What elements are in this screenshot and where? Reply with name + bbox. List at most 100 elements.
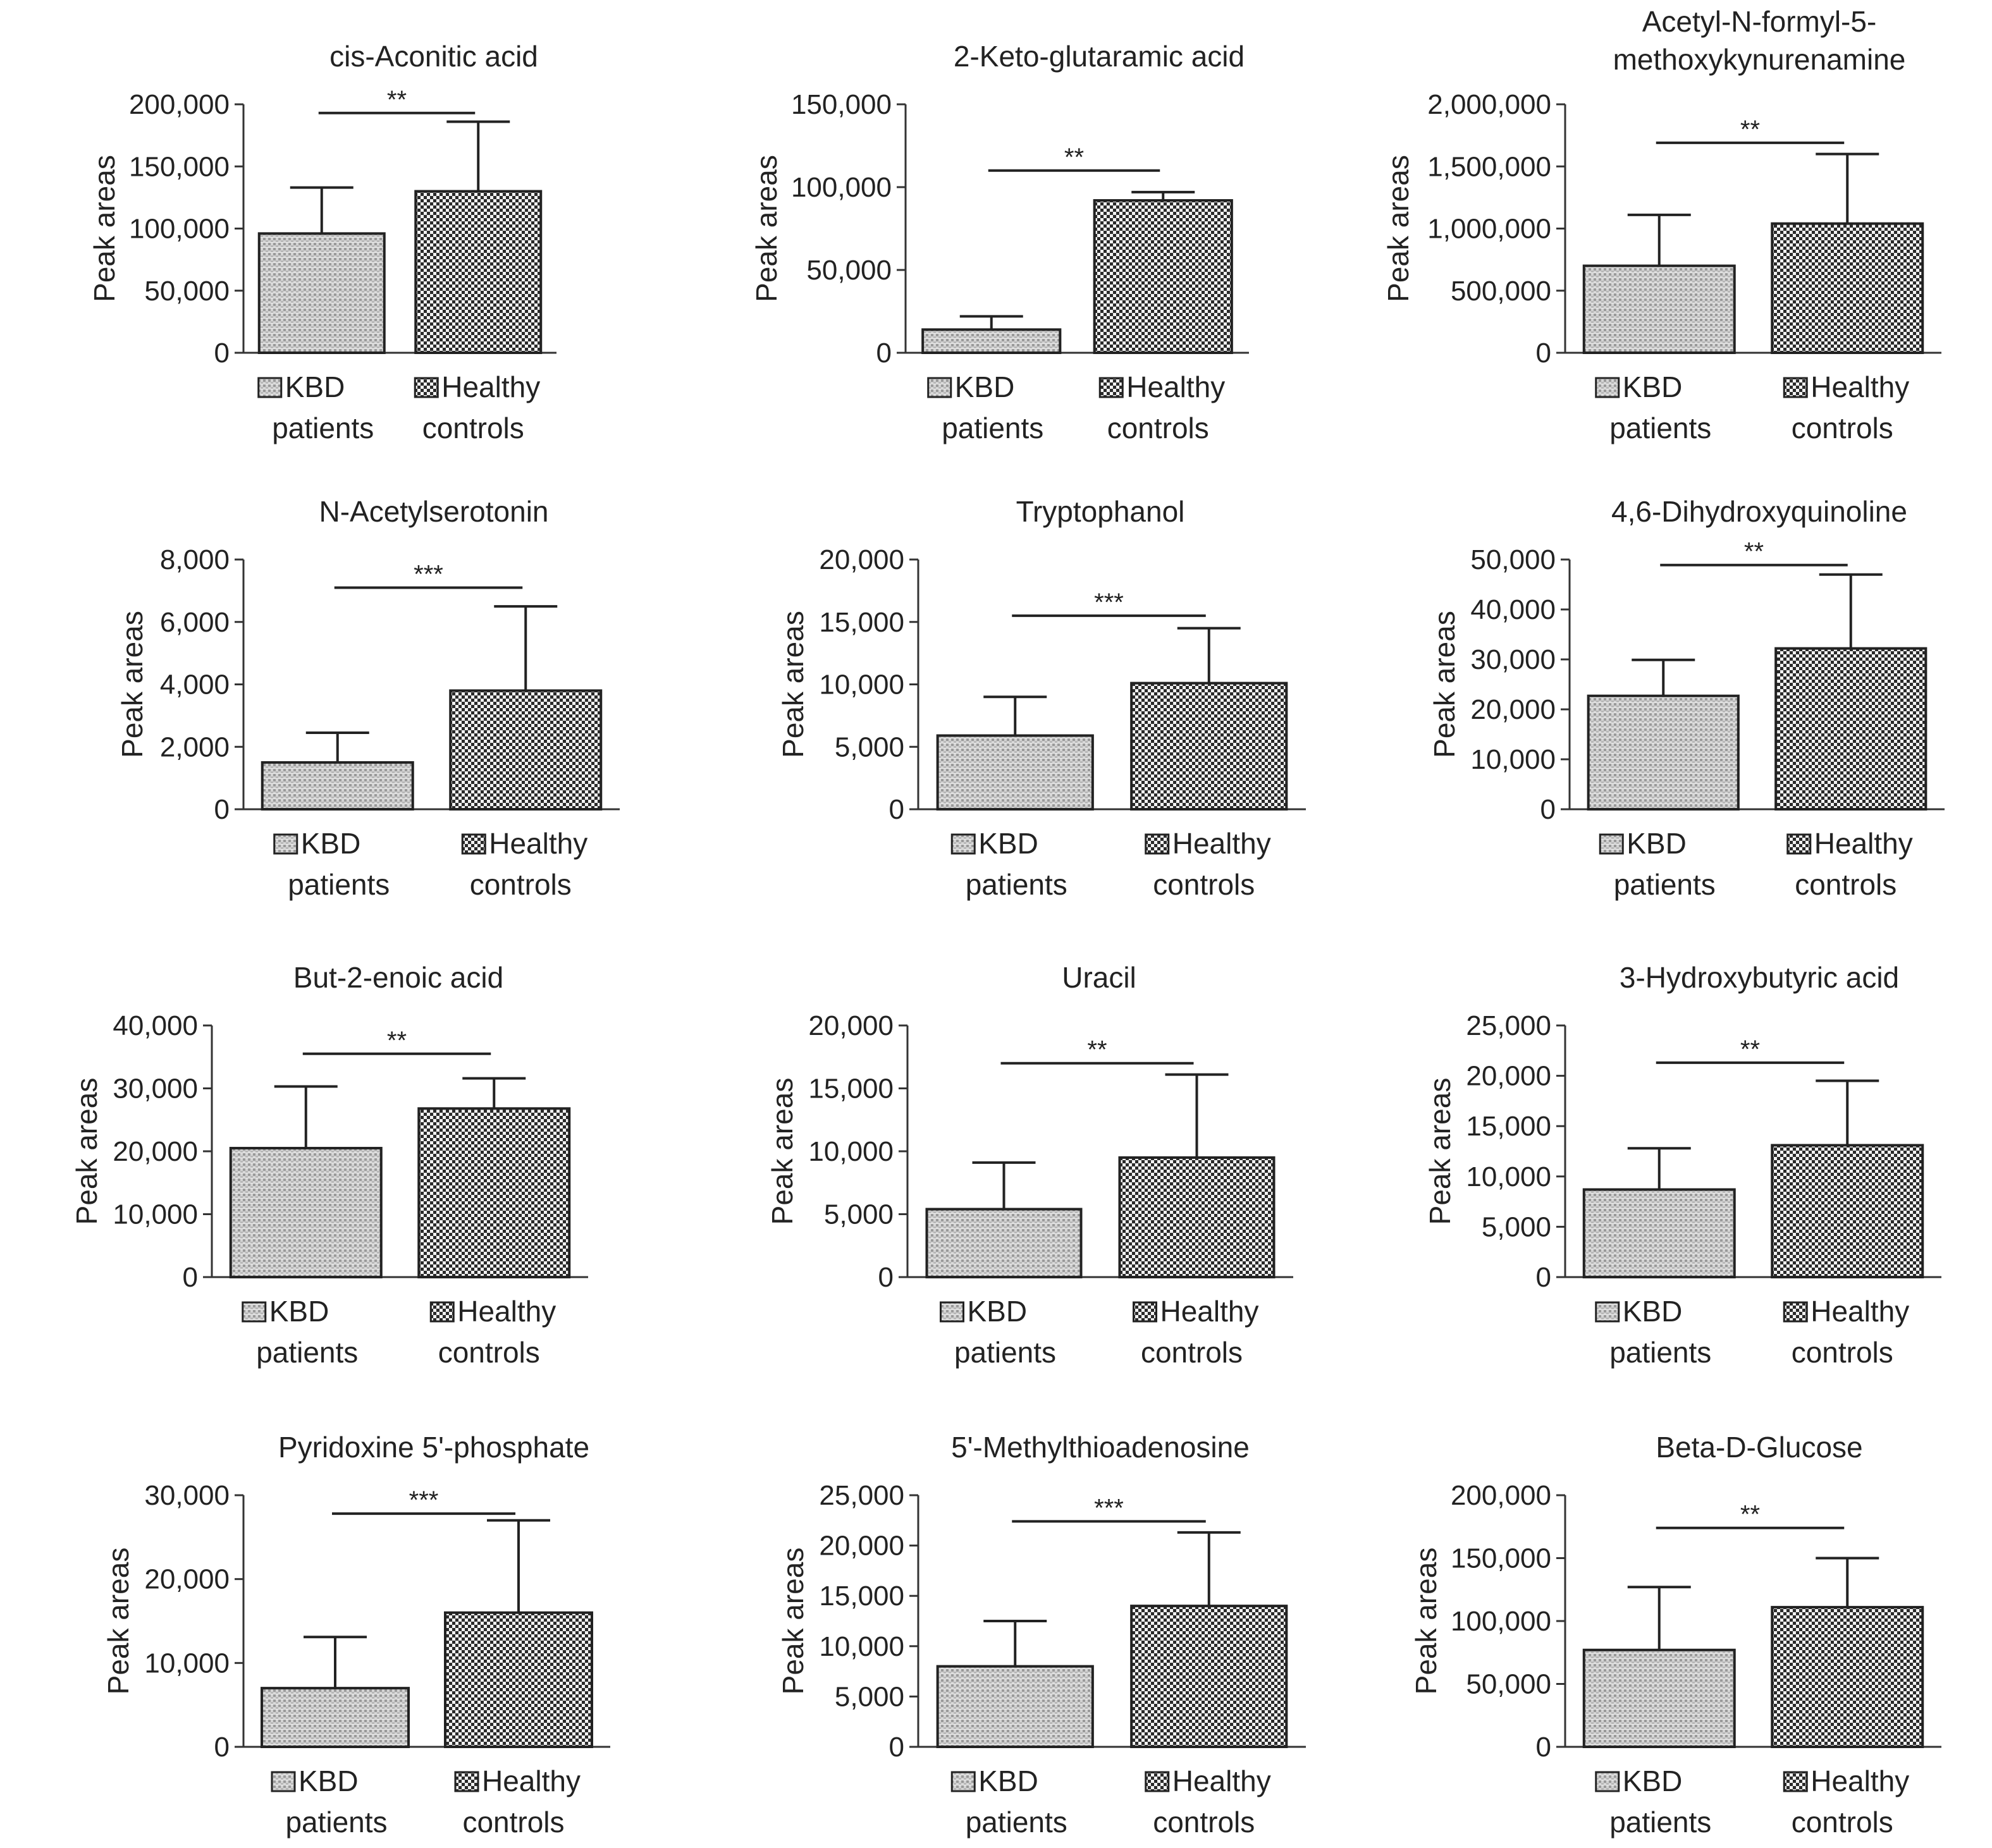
y-tick-label: 0 bbox=[1536, 1262, 1551, 1293]
chart-panel-3: Acetyl-N-formyl-5- methoxykynurenamine 0 50… bbox=[1382, 5, 1941, 444]
legend-swatch-kbd bbox=[273, 833, 298, 855]
bar-healthy-controls bbox=[1093, 199, 1233, 354]
y-tick-label: 0 bbox=[1540, 794, 1556, 825]
legend-label: controls bbox=[1153, 868, 1255, 901]
chart-title: Tryptophanol bbox=[1016, 495, 1185, 528]
y-tick-label: 10,000 bbox=[113, 1199, 198, 1230]
y-tick-label: 20,000 bbox=[1470, 694, 1556, 725]
legend-label: patients bbox=[1614, 868, 1716, 901]
legend-label: KBD bbox=[301, 827, 361, 860]
legend-label: controls bbox=[470, 868, 572, 901]
legend-label: controls bbox=[1792, 1806, 1893, 1839]
legend-label: controls bbox=[1792, 1336, 1893, 1369]
legend-label: KBD bbox=[1623, 370, 1683, 403]
legend-label: patients bbox=[288, 868, 390, 901]
y-tick-label: 5,000 bbox=[824, 1199, 894, 1230]
legend-swatch-kbd bbox=[940, 1301, 964, 1323]
legend-swatch-healthy bbox=[1145, 833, 1170, 855]
legend-label: KBD bbox=[1623, 1295, 1683, 1328]
y-tick-label: 25,000 bbox=[1466, 1010, 1551, 1041]
y-tick-label: 40,000 bbox=[1470, 594, 1556, 625]
chart-title: Uracil bbox=[1062, 961, 1136, 994]
legend-label: Healthy bbox=[489, 827, 587, 860]
legend-label: Healthy bbox=[1814, 827, 1913, 860]
legend-swatch-healthy bbox=[1133, 1301, 1157, 1323]
y-tick-label: 0 bbox=[876, 338, 892, 369]
y-tick-label: 0 bbox=[889, 1732, 904, 1763]
legend-swatch-healthy bbox=[454, 1771, 479, 1792]
significance-marker: *** bbox=[1094, 589, 1124, 616]
bar-kbd-patients bbox=[257, 232, 386, 354]
chart-panel-6: 4,6-Dihydroxyquinoline 0 10,000 20,000 30,00… bbox=[1428, 495, 1945, 901]
legend-label: controls bbox=[1141, 1336, 1243, 1369]
chart-title: Pyridoxine 5'-phosphate bbox=[278, 1431, 589, 1464]
significance-marker: *** bbox=[409, 1486, 439, 1514]
legend-label: patients bbox=[1609, 1806, 1711, 1839]
legend-swatch-kbd bbox=[1599, 833, 1624, 855]
y-tick-label: 0 bbox=[878, 1262, 894, 1293]
bar-healthy-controls bbox=[414, 190, 543, 354]
y-axis-label: Peak areas bbox=[766, 1078, 799, 1225]
legend-swatch-healthy bbox=[1783, 1771, 1808, 1792]
y-tick-label: 10,000 bbox=[1470, 744, 1556, 775]
y-tick-label: 6,000 bbox=[160, 607, 230, 638]
bar-healthy-controls bbox=[1130, 682, 1288, 811]
bar-healthy-controls bbox=[1771, 1144, 1924, 1278]
significance-marker: ** bbox=[1740, 1036, 1760, 1063]
y-tick-label: 8,000 bbox=[160, 544, 230, 575]
chart-panel-7: But-2-enoic acid 0 10,000 20,000 30,000 40,00… bbox=[70, 961, 588, 1369]
significance-marker: ** bbox=[1087, 1036, 1107, 1064]
bar-kbd-patients bbox=[229, 1147, 383, 1279]
bar-kbd-patients bbox=[1582, 264, 1736, 355]
y-tick-label: 40,000 bbox=[113, 1010, 198, 1041]
y-tick-label: 15,000 bbox=[819, 607, 904, 638]
legend-label: Healthy bbox=[1811, 1295, 1909, 1328]
legend-label: patients bbox=[942, 412, 1043, 444]
y-tick-label: 2,000 bbox=[160, 731, 230, 762]
legend-label: Healthy bbox=[482, 1765, 581, 1797]
y-tick-label: 30,000 bbox=[144, 1480, 230, 1511]
y-axis-label: Peak areas bbox=[102, 1548, 135, 1695]
y-tick-label: 2,000,000 bbox=[1427, 89, 1551, 120]
legend-swatch-healthy bbox=[1783, 377, 1808, 398]
significance-marker: ** bbox=[387, 86, 407, 114]
bar-kbd-patients bbox=[936, 1665, 1094, 1748]
y-tick-label: 0 bbox=[214, 1732, 230, 1763]
y-tick-label: 1,000,000 bbox=[1427, 214, 1551, 245]
legend-label: KBD bbox=[285, 370, 345, 403]
chart-title: N-Acetylserotonin bbox=[319, 495, 548, 528]
y-axis-label: Peak areas bbox=[1423, 1078, 1456, 1225]
legend-swatch-kbd bbox=[1595, 1301, 1620, 1323]
bar-healthy-controls bbox=[444, 1611, 593, 1749]
bar-healthy-controls bbox=[1771, 222, 1924, 355]
legend-label: patients bbox=[966, 868, 1067, 901]
bar-kbd-patients bbox=[1582, 1188, 1736, 1278]
legend-label: Healthy bbox=[457, 1295, 556, 1328]
significance-marker: ** bbox=[1744, 538, 1764, 566]
y-tick-label: 20,000 bbox=[1466, 1061, 1551, 1092]
y-tick-label: 20,000 bbox=[808, 1010, 894, 1041]
bar-kbd-patients bbox=[261, 1687, 410, 1748]
legend-label: patients bbox=[256, 1336, 358, 1369]
y-tick-label: 200,000 bbox=[1451, 1480, 1551, 1511]
chart-title: But-2-enoic acid bbox=[293, 961, 503, 994]
y-axis-label: Peak areas bbox=[777, 611, 809, 758]
significance-marker: ** bbox=[387, 1027, 407, 1055]
chart-panel-2: 2-Keto-glutaramic acid 0 50,000 100,000 150,… bbox=[750, 40, 1249, 444]
legend-label: Healthy bbox=[1811, 370, 1909, 403]
y-axis-label: Peak areas bbox=[70, 1078, 103, 1225]
legend-swatch-kbd bbox=[271, 1771, 296, 1792]
y-tick-label: 200,000 bbox=[129, 89, 230, 120]
legend-label: patients bbox=[285, 1806, 387, 1839]
legend-label: patients bbox=[954, 1336, 1056, 1369]
legend-swatch-kbd bbox=[1595, 1771, 1620, 1792]
legend-label: controls bbox=[438, 1336, 540, 1369]
legend-label: controls bbox=[422, 412, 524, 444]
significance-marker: *** bbox=[414, 560, 443, 588]
y-tick-label: 10,000 bbox=[819, 1631, 904, 1662]
y-tick-label: 4,000 bbox=[160, 670, 230, 701]
y-tick-label: 15,000 bbox=[1466, 1111, 1551, 1142]
chart-panel-12: Beta-D-Glucose 0 50,000 100,000 150,000 200,0… bbox=[1410, 1431, 1941, 1839]
bar-healthy-controls bbox=[417, 1107, 571, 1278]
chart-panel-1: cis-Aconitic acid 0 50,000 100,000 150,000 20… bbox=[88, 40, 556, 444]
